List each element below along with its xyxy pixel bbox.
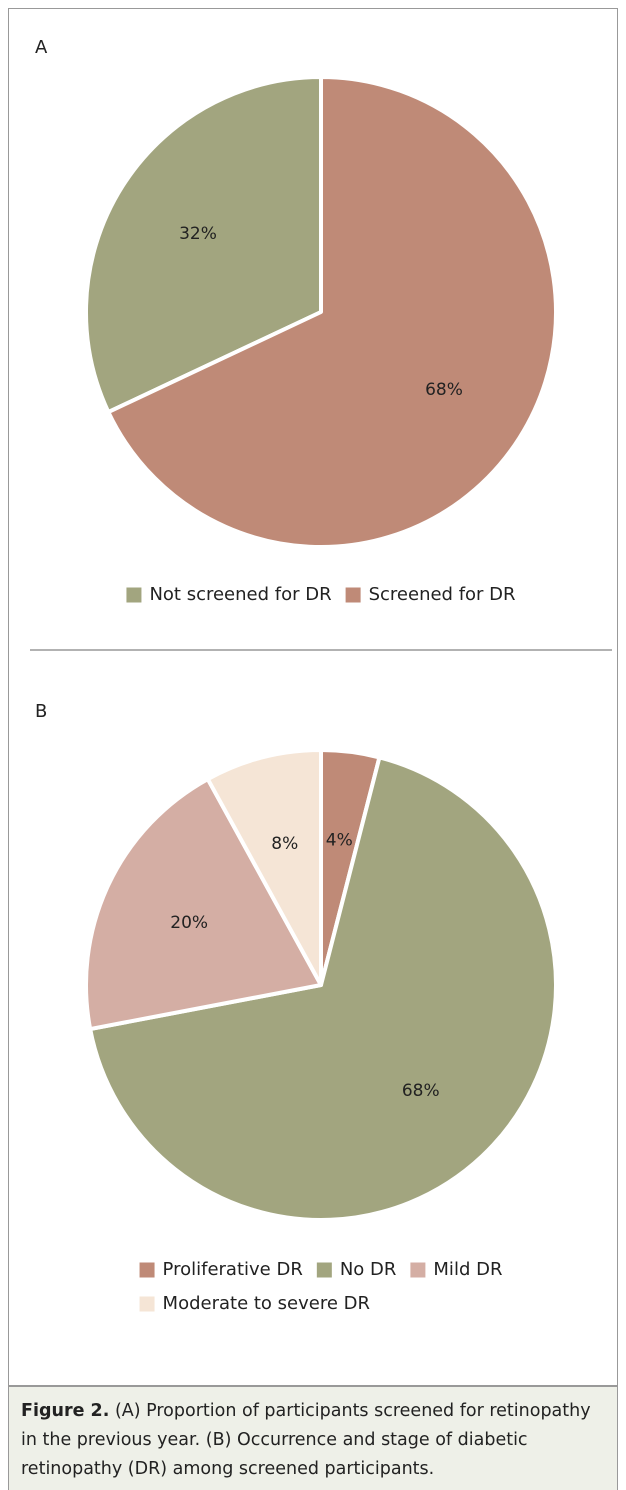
legend-label: Proliferative DR [163, 1259, 303, 1280]
slice-label: 8% [271, 834, 298, 854]
legend-swatch [126, 587, 142, 603]
legend-label: Not screened for DR [149, 584, 331, 605]
panel-label: A [35, 37, 48, 58]
slice-label: 4% [326, 830, 353, 850]
pie-slice [84, 777, 323, 1032]
panel-label: B [35, 701, 47, 722]
slice-label: 32% [179, 224, 217, 244]
legend-label: Mild DR [433, 1259, 502, 1280]
figure: A 32% 68% Not screened for DR Screened for D… [8, 8, 618, 1386]
pie-slice [84, 75, 323, 415]
slice-label: 20% [170, 913, 208, 933]
caption-label: Figure 2. [21, 1401, 110, 1421]
slice-label: 68% [425, 380, 463, 400]
legend-label: Moderate to severe DR [163, 1293, 370, 1314]
legend-swatch [139, 1296, 155, 1312]
legend-label: No DR [340, 1259, 397, 1280]
pie-slice [106, 75, 558, 549]
caption-text: (A) Proportion of participants screened … [21, 1401, 591, 1479]
legend-swatch [139, 1262, 155, 1278]
caption: Figure 2. (A) Proportion of participants… [8, 1386, 618, 1490]
legend-swatch [410, 1262, 426, 1278]
slice-label: 68% [402, 1081, 440, 1101]
legend-swatch [345, 587, 361, 603]
legend-label: Screened for DR [369, 584, 516, 605]
legend-swatch [316, 1262, 332, 1278]
pie-slice [205, 748, 323, 987]
pie-slice [88, 755, 558, 1222]
